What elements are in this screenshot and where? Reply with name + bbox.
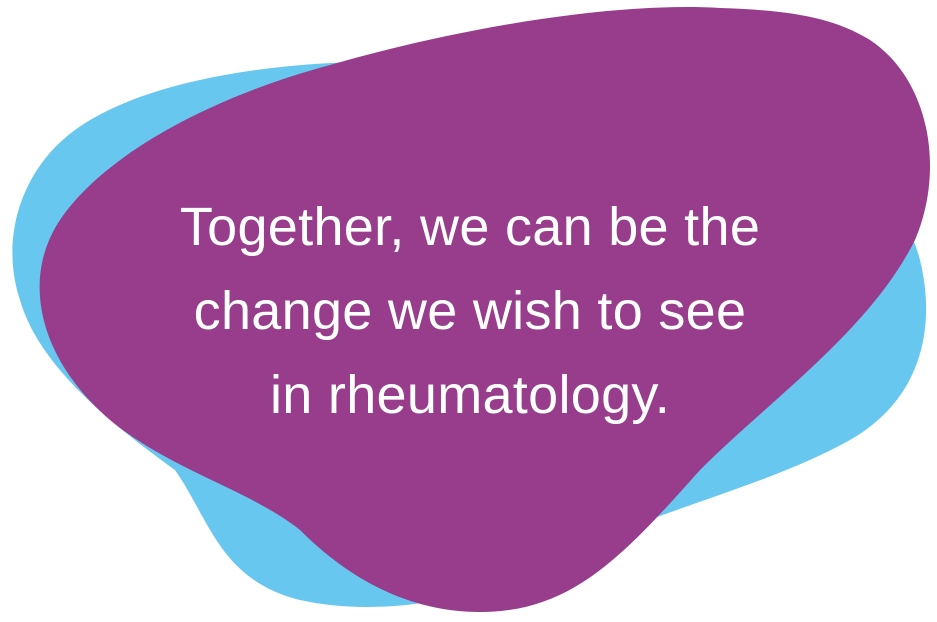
- quote-line-2: change we wish to see: [193, 281, 747, 341]
- purple-blob-shape: [39, 7, 930, 612]
- quote-line-1: Together, we can be the: [179, 197, 761, 257]
- quote-text: Together, we can be the change we wish t…: [90, 185, 850, 437]
- quote-line-3: in rheumatology.: [269, 365, 671, 425]
